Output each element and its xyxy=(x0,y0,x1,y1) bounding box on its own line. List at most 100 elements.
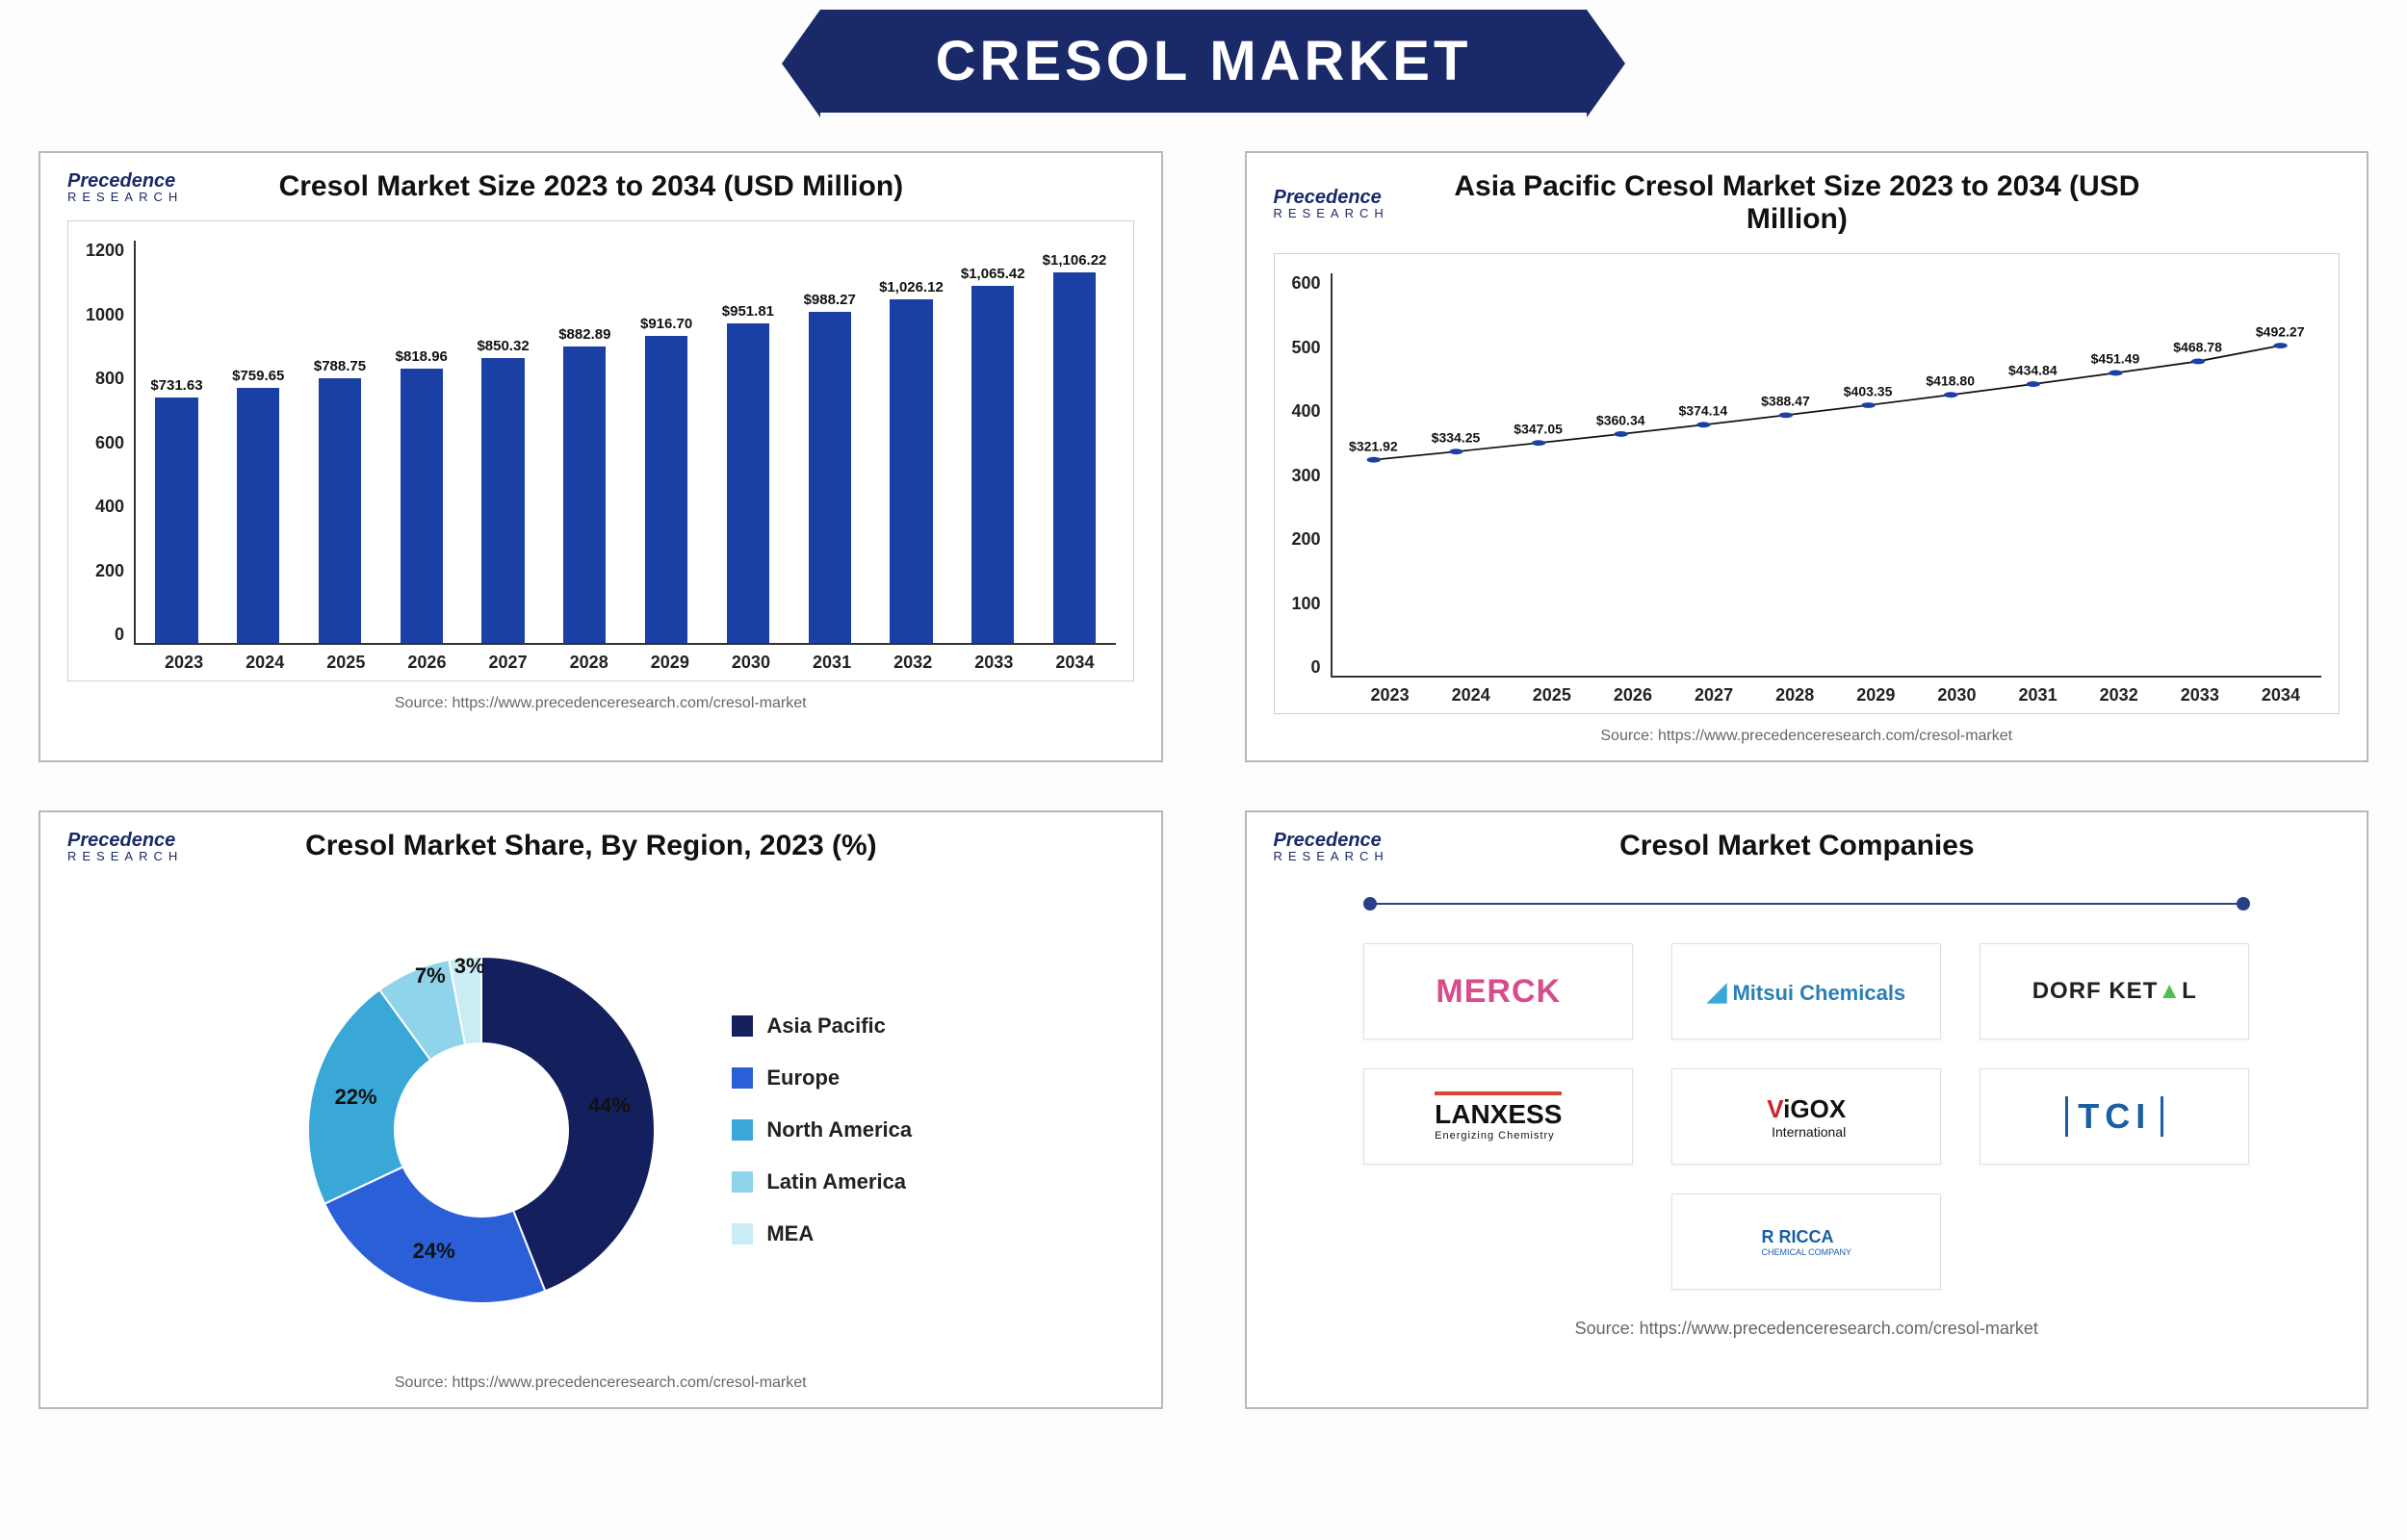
company-label: ◢ Mitsui Chemicals xyxy=(1707,977,1905,1007)
company-tci: TCI xyxy=(1980,1068,2249,1165)
bar-col: $1,106.22 xyxy=(1040,241,1108,643)
bar-value-label: $731.63 xyxy=(150,377,202,394)
donut-slice-label: 3% xyxy=(454,954,485,979)
companies-title: Cresol Market Companies xyxy=(1418,830,2176,862)
bar-col: $951.81 xyxy=(713,241,782,643)
bar-col: $731.63 xyxy=(142,241,211,643)
panel-bar-chart: Precedence RESEARCH Cresol Market Size 2… xyxy=(39,151,1163,762)
bar-rect xyxy=(1053,272,1096,643)
bar-col: $1,065.42 xyxy=(959,241,1027,643)
bar-value-label: $988.27 xyxy=(804,292,856,308)
divider-line xyxy=(1370,903,2243,905)
bar-col: $788.75 xyxy=(305,241,374,643)
line-value-label: $334.25 xyxy=(1432,430,1481,446)
logo-brand: Precedence xyxy=(1274,187,1382,208)
companies-wrap: MERCK ◢ Mitsui Chemicals DORF KET▲L LANX… xyxy=(1274,880,2341,1348)
bar-col: $818.96 xyxy=(387,241,455,643)
donut-wrap: 44% 24% 22% 7% 3% Asia Pacific Europe North Am… xyxy=(67,880,1134,1361)
bar-value-label: $759.65 xyxy=(232,368,284,384)
companies-source: Source: https://www.precedenceresearch.c… xyxy=(1293,1319,2321,1339)
company-vigox: ViGOXInternational xyxy=(1671,1068,1941,1165)
line-value-label: $403.35 xyxy=(1844,384,1893,399)
line-value-label: $418.80 xyxy=(1926,373,1975,389)
bar-value-label: $788.75 xyxy=(314,358,366,374)
panel-header: Precedence RESEARCH Cresol Market Size 2… xyxy=(67,170,1134,203)
bar-rect xyxy=(809,312,851,643)
company-lanxess: LANXESSEnergizing Chemistry xyxy=(1363,1068,1633,1165)
panel-donut-chart: Precedence RESEARCH Cresol Market Share,… xyxy=(39,810,1163,1409)
logo: Precedence RESEARCH xyxy=(1274,831,1389,862)
legend-swatch xyxy=(732,1119,753,1141)
donut-slice-label: 24% xyxy=(413,1239,455,1264)
line-value-label: $388.47 xyxy=(1761,394,1810,409)
company-label: ViGOXInternational xyxy=(1767,1094,1846,1140)
bar-rect xyxy=(319,378,361,643)
bar-chart-source: Source: https://www.precedenceresearch.c… xyxy=(67,695,1134,712)
bar-value-label: $951.81 xyxy=(722,303,774,320)
company-label: R RICCACHEMICAL COMPANY xyxy=(1761,1227,1851,1257)
legend-swatch xyxy=(732,1067,753,1089)
legend-item: Asia Pacific xyxy=(732,1014,912,1039)
legend-label: MEA xyxy=(766,1221,814,1246)
legend-item: Latin America xyxy=(732,1169,912,1194)
company-mitsui: ◢ Mitsui Chemicals xyxy=(1671,943,1941,1040)
legend-label: Europe xyxy=(766,1065,840,1091)
bar-col: $1,026.12 xyxy=(877,241,945,643)
company-grid: MERCK ◢ Mitsui Chemicals DORF KET▲L LANX… xyxy=(1293,943,2321,1290)
legend-item: MEA xyxy=(732,1221,912,1246)
logo: Precedence RESEARCH xyxy=(67,171,183,203)
donut-slice-label: 7% xyxy=(415,963,446,988)
panel-header: Precedence RESEARCH Cresol Market Compan… xyxy=(1274,830,2341,862)
legend-label: Asia Pacific xyxy=(766,1014,886,1039)
logo-brand: Precedence xyxy=(1274,830,1382,851)
logo-brand: Precedence xyxy=(67,170,175,192)
bar-chart-title: Cresol Market Size 2023 to 2034 (USD Mil… xyxy=(212,170,970,203)
company-label: MERCK xyxy=(1436,973,1561,1011)
donut-slice-label: 44% xyxy=(588,1093,631,1118)
bar-value-label: $818.96 xyxy=(396,348,448,365)
logo-sub: RESEARCH xyxy=(1274,207,1389,219)
line-chart: 6005004003002001000 $321.92$334.25$347.0… xyxy=(1292,273,2322,678)
company-label: TCI xyxy=(2065,1096,2163,1137)
page-title: CRESOL MARKET xyxy=(820,10,1588,113)
logo-sub: RESEARCH xyxy=(67,850,183,862)
line-svg xyxy=(1333,273,2321,676)
legend-label: Latin America xyxy=(766,1169,906,1194)
bar-value-label: $916.70 xyxy=(640,316,692,332)
bar-col: $988.27 xyxy=(795,241,864,643)
bar-chart: 120010008006004002000 $731.63 $759.65 $788… xyxy=(86,241,1116,645)
line-y-axis: 6005004003002001000 xyxy=(1292,273,1331,678)
bar-value-label: $1,065.42 xyxy=(961,266,1025,282)
line-value-label: $468.78 xyxy=(2173,340,2222,355)
panel-header: Precedence RESEARCH Asia Pacific Cresol … xyxy=(1274,170,2341,236)
bar-value-label: $850.32 xyxy=(477,338,529,354)
bar-rect xyxy=(237,388,279,643)
donut-slice-label: 22% xyxy=(335,1085,377,1110)
header-banner: CRESOL MARKET xyxy=(39,10,2368,113)
logo-brand: Precedence xyxy=(67,830,175,851)
bar-col: $882.89 xyxy=(551,241,619,643)
line-value-label: $451.49 xyxy=(2091,351,2140,367)
company-label: DORF KET▲L xyxy=(2032,978,2197,1005)
company-merck: MERCK xyxy=(1363,943,1633,1040)
donut-svg xyxy=(289,937,674,1322)
bar-chart-box: 120010008006004002000 $731.63 $759.65 $788… xyxy=(67,220,1134,681)
chart-grid: Precedence RESEARCH Cresol Market Size 2… xyxy=(39,151,2368,1409)
bar-rect xyxy=(563,346,606,643)
line-chart-box: 6005004003002001000 $321.92$334.25$347.0… xyxy=(1274,253,2341,714)
bar-value-label: $1,106.22 xyxy=(1043,252,1107,269)
legend-item: Europe xyxy=(732,1065,912,1091)
bar-value-label: $1,026.12 xyxy=(879,279,944,295)
bar-rect xyxy=(645,336,687,643)
logo: Precedence RESEARCH xyxy=(67,831,183,862)
company-label: LANXESSEnergizing Chemistry xyxy=(1435,1091,1562,1142)
bar-rect xyxy=(155,398,197,643)
line-value-label: $321.92 xyxy=(1349,438,1398,453)
line-value-label: $374.14 xyxy=(1679,403,1728,419)
bar-rect xyxy=(481,358,524,643)
line-value-label: $492.27 xyxy=(2256,324,2305,340)
bar-rect xyxy=(971,286,1014,643)
bar-y-axis: 120010008006004002000 xyxy=(86,241,134,645)
donut-legend: Asia Pacific Europe North America Latin Ame… xyxy=(732,1014,912,1246)
legend-label: North America xyxy=(766,1117,912,1142)
